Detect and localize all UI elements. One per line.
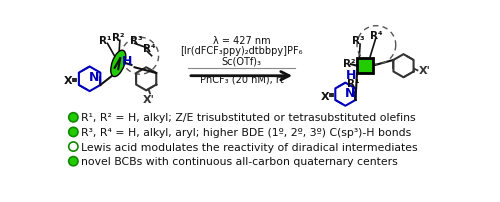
Text: X: X bbox=[320, 91, 329, 101]
Text: H: H bbox=[122, 55, 132, 67]
Polygon shape bbox=[357, 59, 372, 74]
Text: N: N bbox=[345, 87, 355, 100]
Text: R¹, R² = H, alkyl; Z/E trisubstituted or tetrasubstituted olefins: R¹, R² = H, alkyl; Z/E trisubstituted or… bbox=[81, 113, 415, 123]
Text: R⁴: R⁴ bbox=[143, 44, 156, 54]
Text: R²: R² bbox=[112, 33, 124, 43]
Text: R³: R³ bbox=[352, 36, 365, 46]
Circle shape bbox=[68, 157, 78, 166]
Text: R²: R² bbox=[343, 59, 355, 69]
Text: X': X' bbox=[419, 65, 431, 75]
Text: X': X' bbox=[142, 95, 154, 105]
Text: H: H bbox=[346, 69, 356, 82]
Text: Sc(OTf)₃: Sc(OTf)₃ bbox=[222, 56, 262, 66]
Circle shape bbox=[68, 142, 78, 152]
Text: λ = 427 nm: λ = 427 nm bbox=[212, 36, 270, 46]
Circle shape bbox=[68, 128, 78, 137]
Text: X: X bbox=[64, 76, 72, 86]
Text: N: N bbox=[89, 71, 100, 84]
Circle shape bbox=[68, 113, 78, 122]
Text: PhCF₃ (20 nM), rt: PhCF₃ (20 nM), rt bbox=[200, 74, 283, 84]
Text: [Ir(dFCF₃ppy)₂dtbbpy]PF₆: [Ir(dFCF₃ppy)₂dtbbpy]PF₆ bbox=[180, 46, 303, 56]
Text: R¹: R¹ bbox=[99, 36, 112, 46]
Text: R³, R⁴ = H, alkyl, aryl; higher BDE (1º, 2º, 3º) C(sp³)-H bonds: R³, R⁴ = H, alkyl, aryl; higher BDE (1º,… bbox=[81, 127, 411, 137]
Text: R⁴: R⁴ bbox=[370, 31, 382, 41]
Text: R¹: R¹ bbox=[347, 79, 360, 89]
Text: novel BCBs with continuous all-carbon quaternary centers: novel BCBs with continuous all-carbon qu… bbox=[81, 156, 398, 166]
Text: Lewis acid modulates the reactivity of diradical intermediates: Lewis acid modulates the reactivity of d… bbox=[81, 142, 417, 152]
Text: R³: R³ bbox=[130, 36, 142, 46]
Ellipse shape bbox=[111, 51, 126, 77]
